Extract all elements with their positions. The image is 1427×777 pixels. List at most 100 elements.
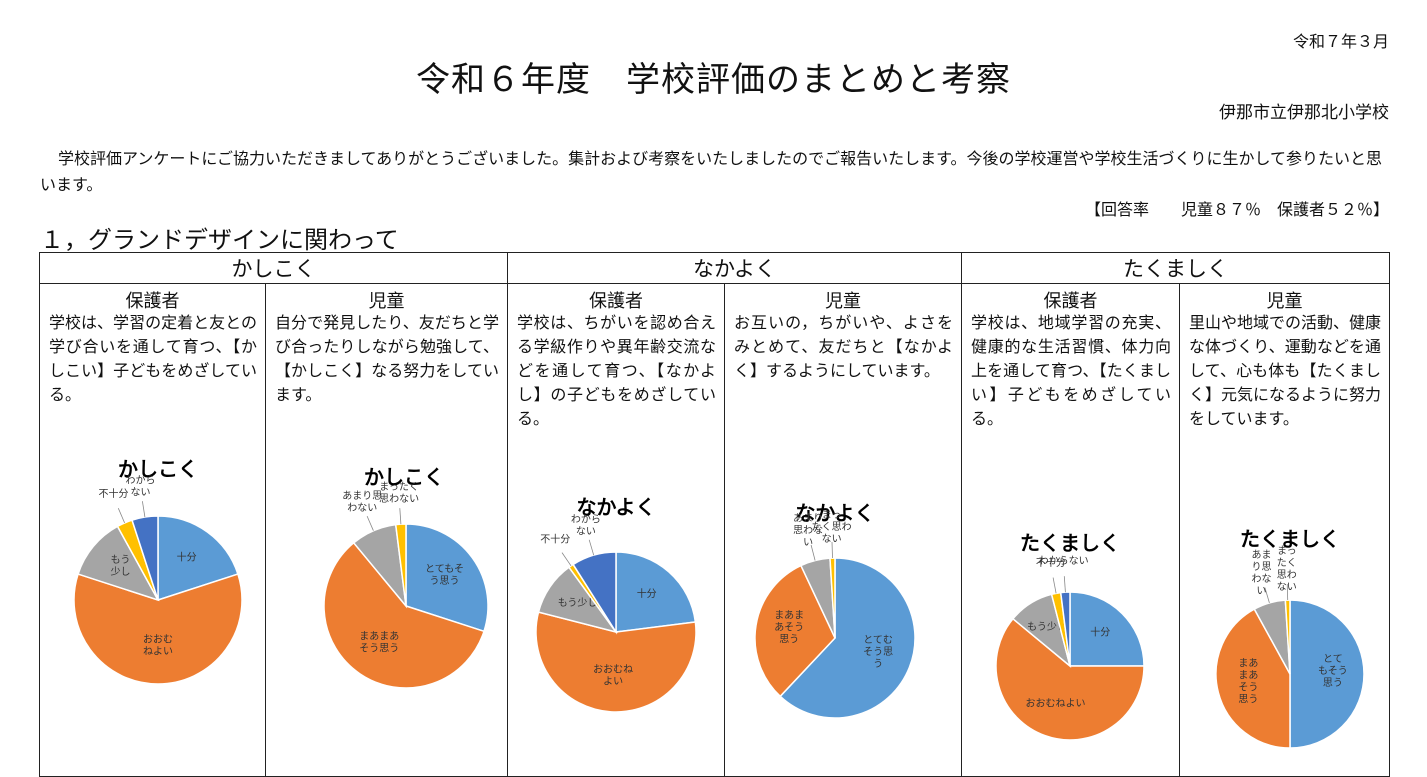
slice-label: 十分 [637,587,657,600]
slice-label-line: とてむ [863,634,893,646]
slice-label-line: まあまあ [359,630,399,642]
label-leader-line [117,508,125,524]
chart-title: かしこく [118,457,198,481]
slice-label-line: まっ [822,509,842,521]
slice-label: まあまあそう思う [774,610,804,646]
pie-slice [615,551,697,633]
slice-label-line: たく [1277,557,1297,569]
slice-label-line: もそう [1318,665,1348,677]
column-description: 学校は、学習の定着と友との学び合いを通して育つ、【かしこい】子どもをめざしている… [49,313,257,404]
slice-label: まったく思わない [1277,545,1297,593]
school-name: 伊那市立伊那北小学校 [1219,103,1389,123]
slice-label-line: 思わな [793,524,823,536]
pie-slice [1050,591,1071,667]
slice-label-line: 思う [1238,694,1258,706]
chart-title: たくましく [1020,531,1120,555]
slice-label-line: 十分 [1090,626,1110,639]
slice-label: あまり思わない [342,490,382,514]
slice-label-line: 十分 [177,551,197,564]
chart-title: なかよく [577,495,656,519]
slice-label-line: い [1257,586,1267,597]
slice-label-line: あま [1252,549,1272,561]
chart-title: なかよく [796,501,875,525]
slice-label-line: わな [1252,573,1272,585]
category-kashikoku: かしこく [39,252,508,284]
slice-label-line: ない [131,486,151,498]
report-date: 令和７年３月 [1292,32,1389,51]
label-leader-line [366,515,374,531]
label-leader-line [399,508,402,525]
pie-slice [535,611,697,713]
slice-label-line: とて [1323,653,1343,665]
pie-slice [405,523,489,633]
label-leader-line [1063,576,1066,593]
pie-slice [567,563,617,633]
slice-label: もう少し [1027,621,1067,633]
pie-slice [1059,591,1071,667]
slice-label-line: あまり思 [342,490,382,502]
slice-label: まったく思わない [812,509,852,545]
slice-label: とてもそう思う [425,563,464,587]
slice-label: まあまあそう思う [359,630,399,654]
slice-label-line: わからない [1039,555,1089,567]
label-leader-line [561,552,572,567]
section-title: １，グランドデザインに関わって [40,226,399,254]
slice-label-line: 不十分 [1036,556,1066,569]
category-nakayoku: なかよく [507,252,962,284]
pie-slice [77,525,160,602]
slice-label: おおむねよい [143,634,173,658]
column-cell: 保護者 学校は、地域学習の充実、健康的な生活習慣、体力向上を通して育つ、【たくま… [961,283,1180,777]
slice-label-line: そう [1238,682,1258,694]
slice-label-line: 少し [111,566,131,578]
pie-slice [829,557,836,639]
slice-label-line: まったく [379,481,419,493]
respondent-label: 保護者 [1043,291,1098,312]
slice-label-line: 不十分 [99,487,129,500]
slice-label: 十分 [1090,626,1110,639]
slice-label-line: まあま [774,610,804,622]
page-title: 令和６年度 学校評価のまとめと考察 [416,60,1011,100]
column-description: 学校は、地域学習の充実、健康的な生活習慣、体力向上を通して育つ、【たくましい】子… [971,313,1171,428]
slice-label: あまり思わない [793,512,823,548]
slice-label-line: おおむね [593,663,633,675]
slice-label: わからない [1039,555,1089,567]
pie-slice [131,515,159,601]
slice-label: わからない [571,513,601,537]
pie-slice [73,573,243,685]
pie-slice [537,566,618,634]
label-leader-line [831,541,833,559]
slice-label: とてもそう思う [1318,653,1348,689]
slice-label: もう少し [111,554,131,578]
column-description: 里山や地域での活動、健康な体づくり、運動などを通して、心も体も【たくましく】元気… [1189,313,1382,428]
column-description: 自分で発見したり、友だちと学び合ったりしながら勉強して、【かしこく】なる努力をし… [275,313,499,404]
slice-label-line: い [803,537,813,548]
slice-label: あまり思わない [1252,549,1272,597]
slice-label-line: 思わない [379,493,419,505]
label-leader-line [588,539,595,556]
slice-label-line: まあ [1238,670,1258,682]
respondent-label: 児童 [1266,291,1303,312]
slice-label-line: まっ [1277,545,1297,557]
slice-label-line: ない [1277,581,1297,593]
label-leader-line [142,501,146,518]
pie-slice [754,564,836,698]
slice-label-line: よい [603,675,623,687]
pie-slice [1289,599,1365,749]
slice-label: 不十分 [99,487,129,500]
slice-label: おおむねよい [1026,697,1086,709]
slice-label-line: 思う [1323,677,1343,689]
pie-slice [572,551,617,635]
pie-slice [323,541,485,689]
label-leader-line [1052,577,1057,594]
evaluation-table: かしこく なかよく たくましく 保護者 学校は、学習の定着と友との学び合いを通し… [39,252,1390,777]
pie-slice [394,523,407,607]
pie-slice [157,515,239,602]
column-cell: 保護者 学校は、学習の定着と友との学び合いを通して育つ、【かしこい】子どもをめざ… [39,283,266,777]
slice-label-line: う [873,658,883,670]
slice-label-line: もう少し [558,597,598,609]
chart-title: たくましく [1240,527,1340,551]
pie-slice [1253,599,1291,675]
label-leader-line [1264,587,1270,604]
slice-label-line: とてもそ [425,563,464,575]
pie-slice [1284,599,1291,675]
